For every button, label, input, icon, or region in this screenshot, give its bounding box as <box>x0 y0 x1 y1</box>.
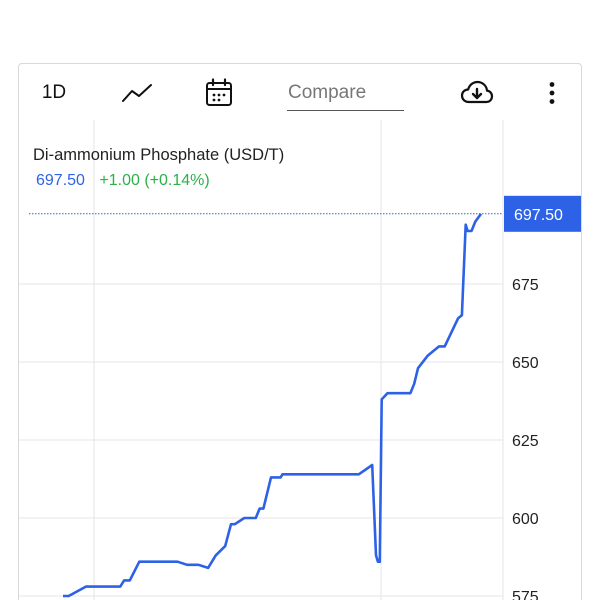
price-chart[interactable]: 575 600 625 650 675 697.50 <box>19 64 582 600</box>
price-change-value: +1.00 (+0.14%) <box>99 172 209 189</box>
chart-card: 1D <box>18 63 582 600</box>
calendar-icon[interactable] <box>203 76 235 110</box>
range-selector-button[interactable]: 1D <box>41 82 67 103</box>
last-price-value: 697.50 <box>36 172 85 189</box>
y-tick-label: 650 <box>512 355 539 372</box>
last-price-tag-label: 697.50 <box>514 207 563 224</box>
price-quote: 697.50 +1.00 (+0.14%) <box>36 172 210 190</box>
last-price-tag: 697.50 <box>504 195 581 232</box>
price-change-absolute: +1.00 <box>99 172 140 189</box>
price-change-percent: (+0.14%) <box>144 172 210 189</box>
more-vertical-icon[interactable] <box>539 76 565 110</box>
chart-title: Di-ammonium Phosphate (USD/T) <box>33 146 285 164</box>
cloud-download-icon[interactable] <box>459 76 495 110</box>
y-tick-label: 625 <box>512 433 539 450</box>
price-series-line <box>63 213 483 598</box>
y-tick-label: 600 <box>512 511 539 528</box>
y-tick-label: 575 <box>512 589 539 600</box>
chart-toolbar: 1D <box>19 64 581 120</box>
line-chart-icon[interactable] <box>119 76 155 110</box>
compare-input[interactable] <box>287 78 404 111</box>
y-tick-label: 675 <box>512 277 539 294</box>
